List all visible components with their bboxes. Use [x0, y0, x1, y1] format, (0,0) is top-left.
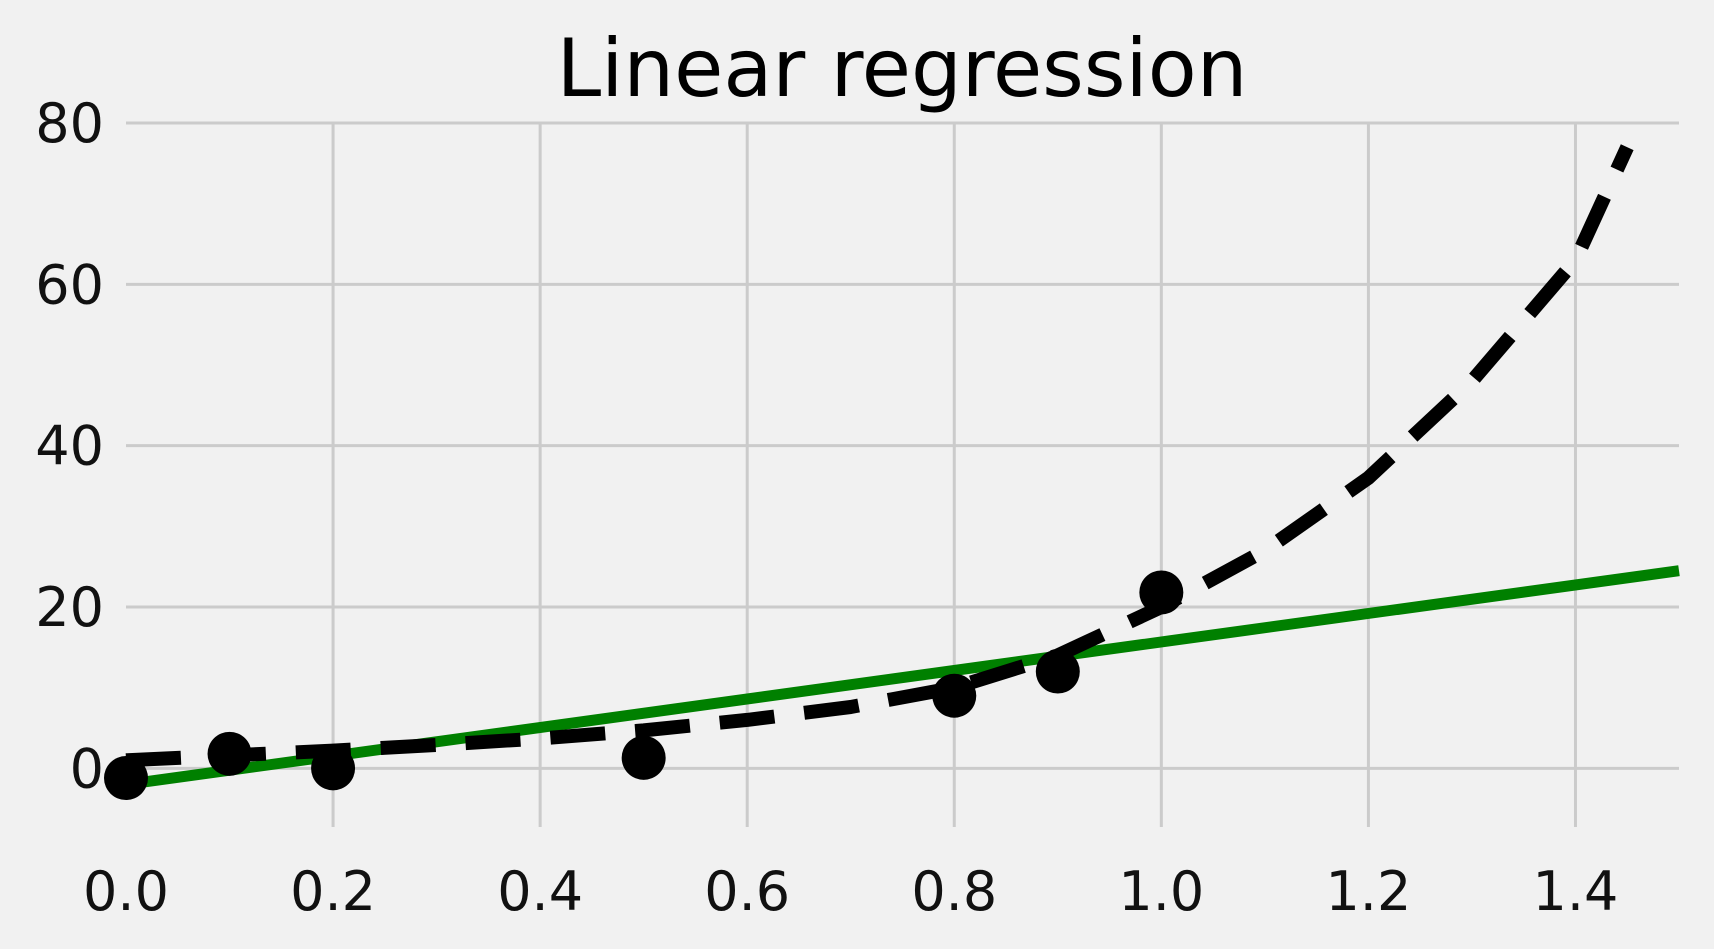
x-axis-ticks: 0.0 0.2 0.4 0.6 0.8 1.0 1.2 1.4	[83, 860, 1618, 923]
series-dashed-curve	[125, 144, 1634, 768]
data-point	[932, 673, 977, 718]
x-tick-label: 0.2	[290, 860, 376, 923]
x-tick-label: 0.4	[497, 860, 583, 923]
data-point	[1035, 649, 1080, 694]
y-tick-label: 20	[35, 576, 104, 639]
series-regression-line	[125, 565, 1680, 790]
chart-title: Linear regression	[557, 22, 1248, 115]
x-tick-label: 1.0	[1118, 860, 1204, 923]
data-point	[207, 731, 252, 776]
x-tick-label: 0.8	[911, 860, 997, 923]
y-tick-label: 0	[70, 737, 104, 800]
points-layer	[104, 570, 1184, 801]
y-tick-label: 40	[35, 415, 104, 478]
data-point	[621, 735, 666, 780]
x-tick-label: 0.6	[704, 860, 790, 923]
data-point	[104, 756, 148, 801]
x-tick-label: 0.0	[83, 860, 169, 923]
data-point	[1139, 570, 1184, 615]
y-tick-label: 60	[35, 253, 104, 316]
x-tick-label: 1.4	[1533, 860, 1619, 923]
data-point	[311, 746, 356, 791]
grid	[126, 121, 1679, 827]
x-tick-label: 1.2	[1325, 860, 1411, 923]
y-tick-label: 80	[35, 92, 104, 155]
y-axis-ticks: 0 20 40 60 80	[35, 92, 104, 800]
series-layer	[125, 144, 1680, 790]
